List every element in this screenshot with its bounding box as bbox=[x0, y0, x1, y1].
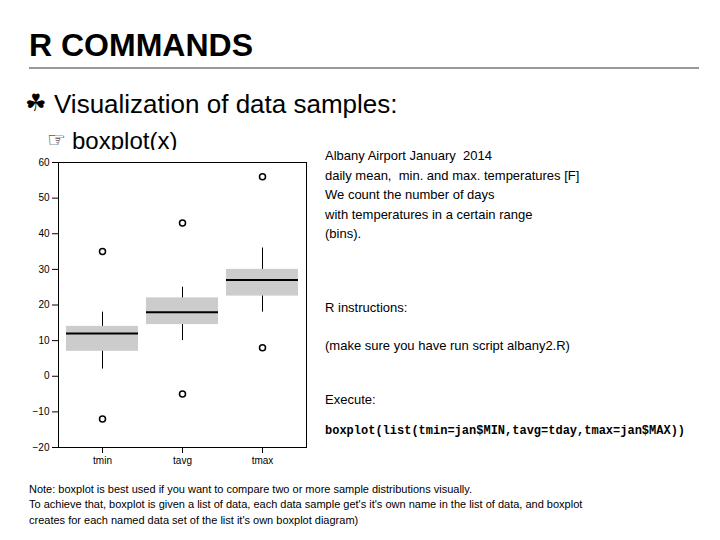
svg-text:30: 30 bbox=[38, 264, 50, 275]
svg-text:60: 60 bbox=[38, 157, 50, 168]
html-text:Albany Airport January 2014 da: Albany Airport January 2014 daily mean, … bbox=[325, 148, 580, 241]
svg-text:20: 20 bbox=[38, 299, 50, 310]
svg-text:10: 10 bbox=[38, 335, 50, 346]
html-text:(make sure you have run script: (make sure you have run script albany2.R… bbox=[325, 338, 570, 353]
svg-text:tmax: tmax bbox=[252, 455, 274, 466]
html-text:R instructions:: R instructions: bbox=[325, 300, 408, 315]
svg-text:−10: −10 bbox=[33, 406, 50, 417]
svg-text:tmin: tmin bbox=[93, 455, 112, 466]
svg-text:tavg: tavg bbox=[173, 455, 192, 466]
html-text:☞ boxplot(x): ☞ boxplot(x) bbox=[47, 127, 178, 154]
html-text:Execute:: Execute: bbox=[325, 392, 376, 407]
html-text:boxplot(list(tmin=jan$MIN,tavg: boxplot(list(tmin=jan$MIN,tavg=tday,tmax… bbox=[325, 424, 686, 438]
html-text:Note: boxplot is best used if: Note: boxplot is best used if you want t… bbox=[29, 483, 583, 526]
html-text:R COMMANDS: R COMMANDS bbox=[29, 27, 253, 63]
svg-text:−20: −20 bbox=[33, 442, 50, 453]
svg-text:50: 50 bbox=[38, 192, 50, 203]
svg-text:0: 0 bbox=[44, 370, 50, 381]
svg-text:40: 40 bbox=[38, 228, 50, 239]
html-text:☘ Visualization of data sample: ☘ Visualization of data samples: bbox=[25, 89, 398, 119]
